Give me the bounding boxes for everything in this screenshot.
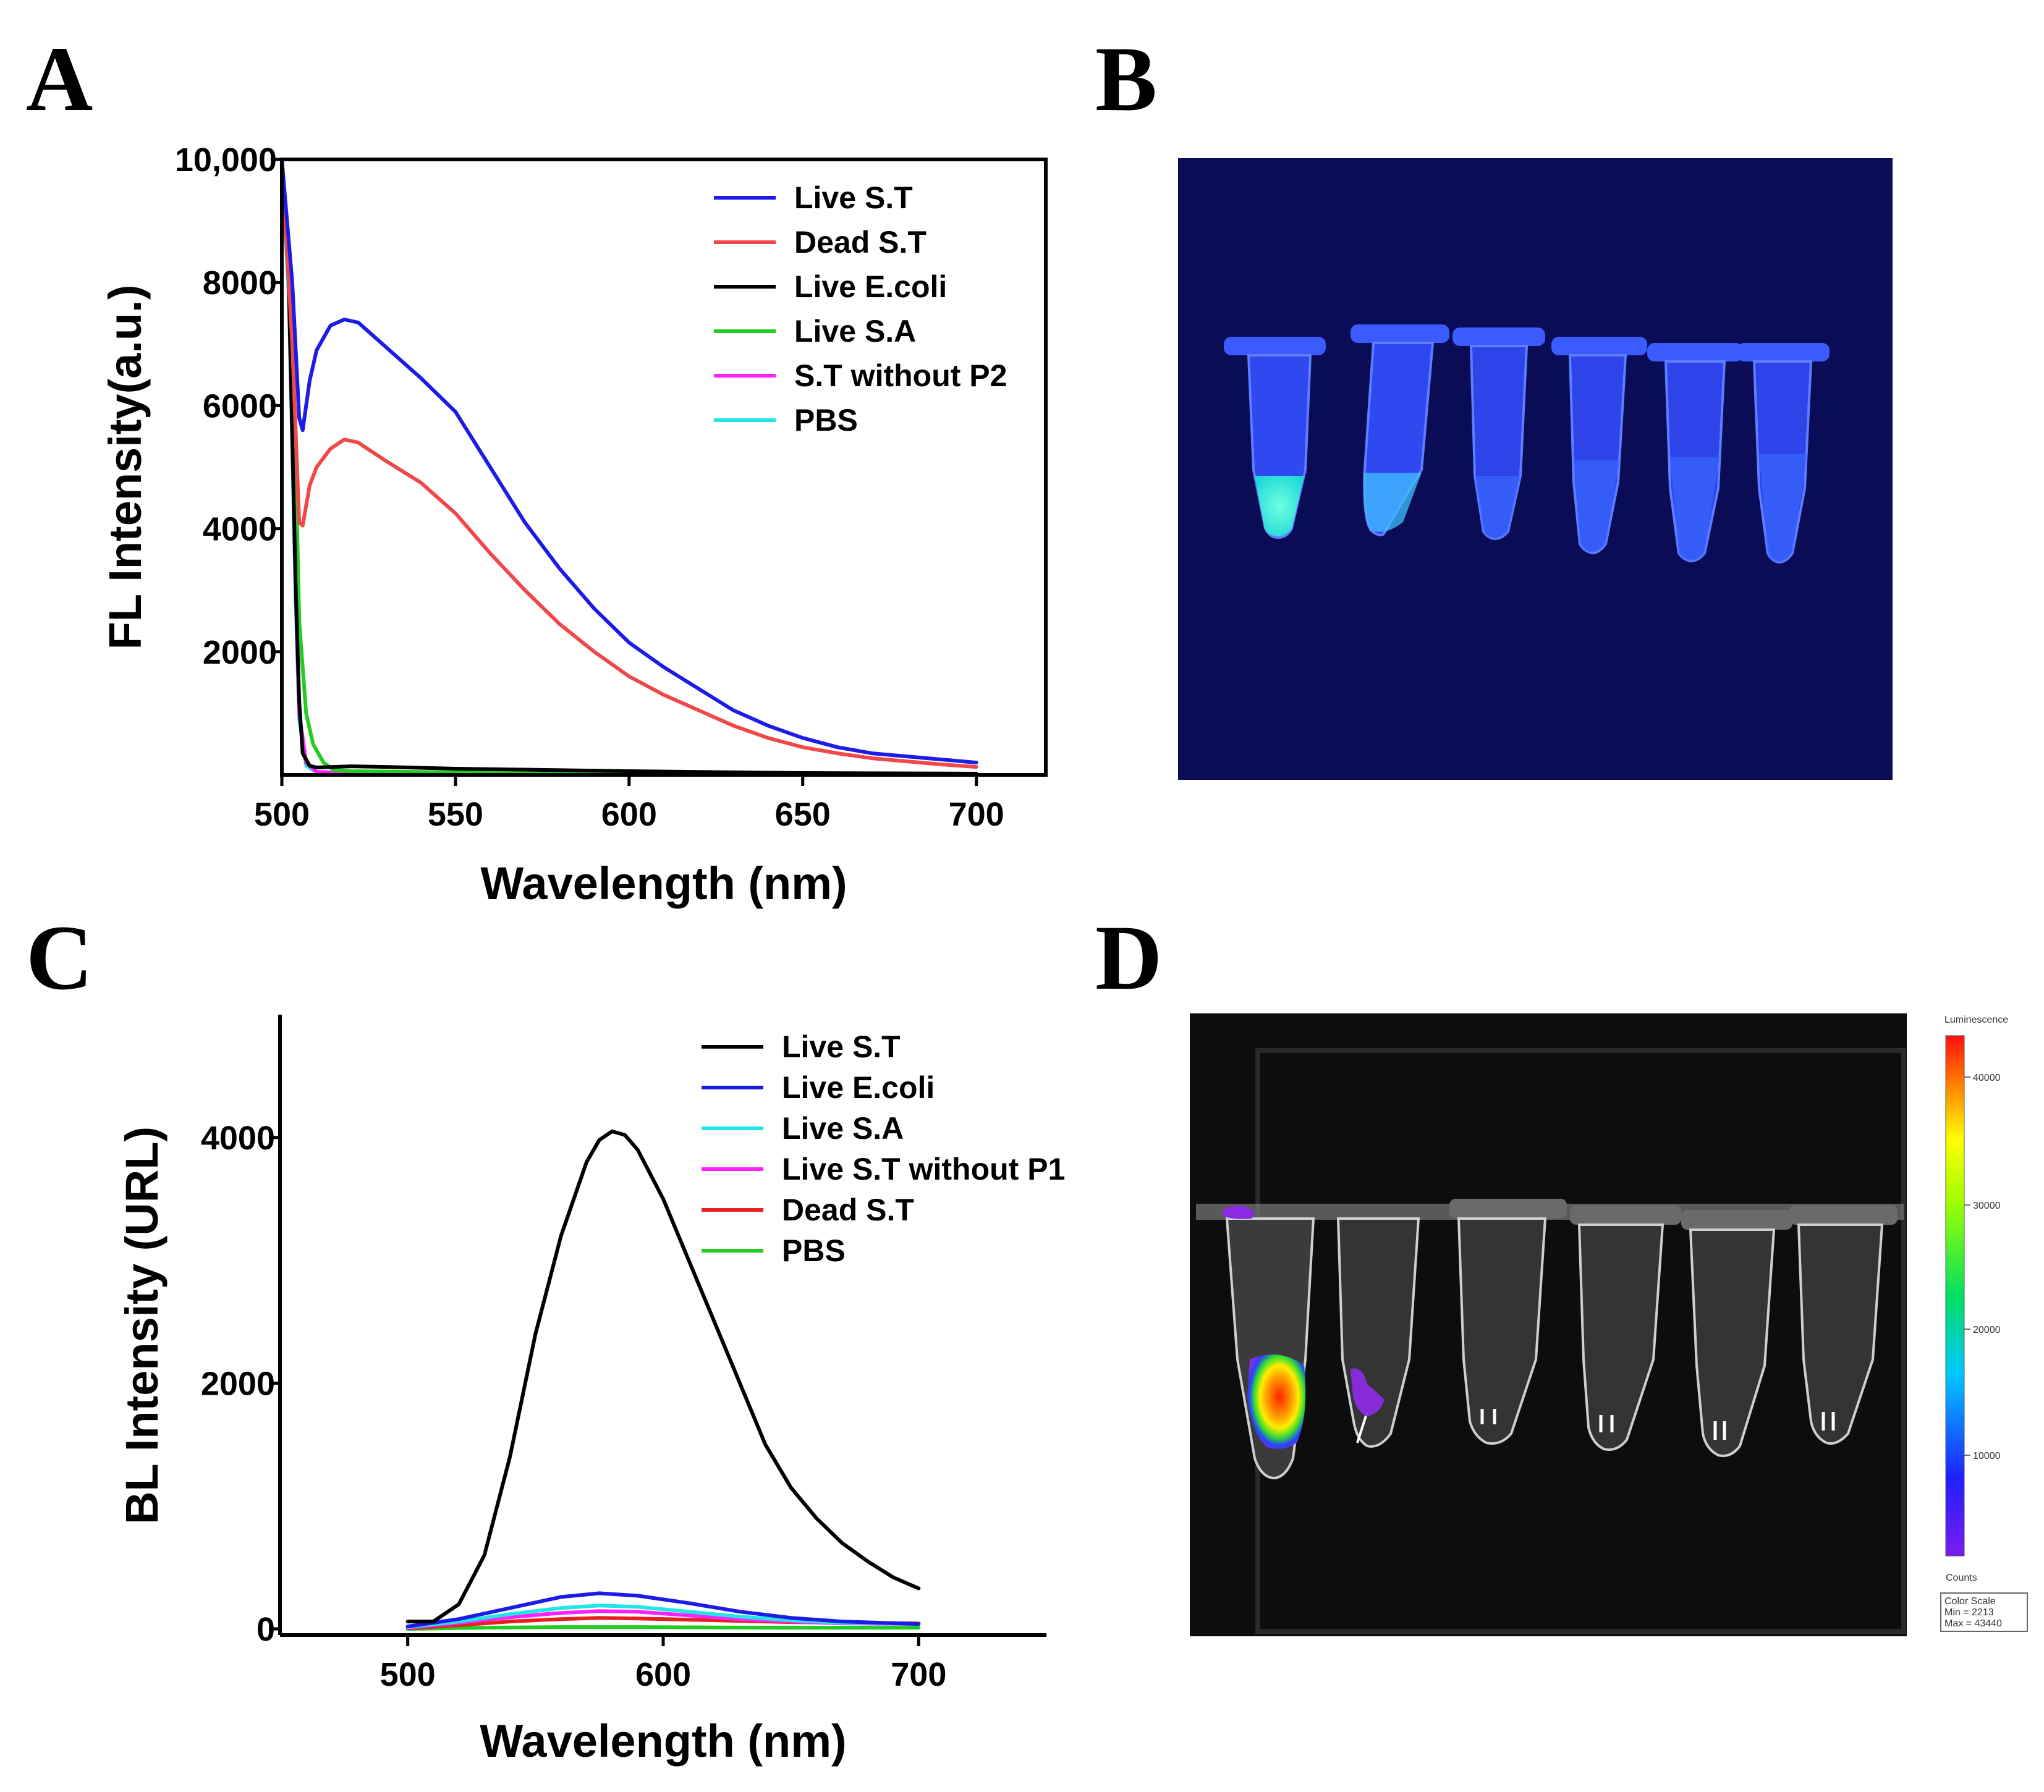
chart-c-legend-label: Live S.A [782,1111,904,1146]
luminescence-image [1190,1013,1907,1636]
panel-label-a: A [26,28,93,130]
luminescence-background [1190,1013,1907,1636]
chart-a-xlabel: Wavelength (nm) [480,858,847,909]
uv-tube-5 [1647,343,1743,563]
chart-a-legend: Live S.T Dead S.T Live E.coli Live S.A S.T w… [714,180,1007,437]
chart-a-xtick-label: 550 [428,796,483,833]
panel-label-d: D [1095,907,1162,1009]
chart-a: 500 550 600 650 700 2000 4000 6000 8000 10,000 Wa… [100,142,1048,909]
uv-tube-3 [1452,328,1545,541]
chart-a-ytick-label: 6000 [203,387,277,425]
colorscale-title: Luminescence [1944,1015,2008,1025]
chart-a-xtick-label: 650 [775,796,831,833]
chart-a-ytick-label: 2000 [203,634,277,671]
chart-c-series-live-s-t [405,1129,921,1624]
chart-c-series-pbs [405,1625,921,1631]
colorscale-min: Min = 2213 [1944,1607,1994,1618]
colorbar-ticks: 40000 30000 20000 10000 [1964,1073,2001,1461]
colorbar-tick-label: 20000 [1973,1325,2001,1335]
bw-tube-6 [1789,1205,1898,1445]
chart-c-legend-label: Live S.T [782,1029,901,1064]
chart-a-ytick-label: 8000 [203,264,277,302]
chart-c-legend-label: PBS [782,1233,846,1268]
colorbar-tick-label: 10000 [1973,1451,2001,1461]
uv-tube-6 [1737,343,1830,564]
chart-c-series-group [405,1129,921,1631]
panel-label-c: C [26,907,93,1009]
luminescence-signal-small [1223,1206,1254,1219]
panel-label-b: B [1095,28,1157,130]
chart-a-series-live-s-t [282,158,978,765]
uv-tube-4 [1551,337,1647,555]
chart-c-ytick-label: 2000 [201,1365,275,1402]
chart-c-xtick-label: 600 [635,1656,691,1693]
chart-c-xtick-label: 700 [891,1656,946,1693]
chart-a-series-live-e-coli [282,158,978,775]
chart-c-legend-label: Dead S.T [782,1193,914,1227]
bw-tube-5 [1681,1210,1792,1457]
chart-c-ytick-label: 0 [257,1611,275,1648]
colorscale-counts-label: Counts [1946,1573,1977,1583]
colorbar [1945,1035,1965,1557]
chart-c-ylabel: BL Intensity (URL) [116,1126,168,1524]
chart-a-legend-label: Live S.A [794,314,916,349]
chart-a-legend-label: PBS [794,403,858,437]
chart-c-series-live-s-a [405,1604,921,1629]
chart-a-xtick-label: 700 [949,796,1004,833]
chart-a-series-dead-s-t [282,158,978,769]
chart-a-frame [280,158,1048,777]
colorscale-max: Max = 43440 [1944,1618,2002,1629]
luminescence-signal-tube2 [1351,1368,1385,1416]
chart-a-ticks: 500 550 600 650 700 2000 4000 6000 8000 10,000 [175,142,1004,833]
chart-c-xlabel: Wavelength (nm) [480,1715,846,1767]
chart-a-ylabel: FL Intensity(a.u.) [100,285,151,650]
chart-c-ytick-label: 4000 [201,1120,275,1157]
colorscale-info-box [1940,1592,2028,1632]
color-scale: Luminescence 40000 30000 20000 10000 Counts… [1940,1015,2028,1632]
chart-a-legend-label: Live E.coli [794,269,947,304]
uv-photo-tubes [1178,158,1893,780]
chart-c-series-live-e-coli [405,1591,921,1629]
chart-a-legend-label: Live S.T [794,180,913,215]
chart-a-ytick-label: 4000 [203,511,277,548]
bw-tube-3 [1449,1199,1567,1445]
chart-c-legend-label: Live S.T without P1 [782,1152,1065,1186]
chart-a-xtick-label: 500 [254,796,310,833]
bw-tube-4 [1570,1205,1681,1451]
luminescence-signal-main [1247,1355,1306,1449]
chart-c-ticks: 500 600 700 0 2000 4000 [201,1120,947,1693]
chart-a-legend-label: Dead S.T [794,225,927,260]
chart-c: 500 600 700 0 2000 4000 Wavelength (nm) BL In… [116,1015,1065,1767]
chart-c-xtick-label: 500 [380,1656,436,1693]
chart-a-xtick-label: 600 [601,796,657,833]
uv-tube-1 [1224,337,1326,539]
uv-tube-2 [1351,324,1449,536]
colorbar-tick-label: 40000 [1973,1073,2001,1083]
chart-c-legend: Live S.T Live E.coli Live S.A Live S.T with… [702,1029,1065,1268]
chart-c-legend-label: Live E.coli [782,1070,935,1105]
chart-a-ytick-label: 10,000 [175,142,277,179]
colorscale-box-title: Color Scale [1944,1596,1996,1607]
chart-a-legend-label: S.T without P2 [794,358,1007,393]
colorbar-tick-label: 30000 [1973,1201,2001,1211]
